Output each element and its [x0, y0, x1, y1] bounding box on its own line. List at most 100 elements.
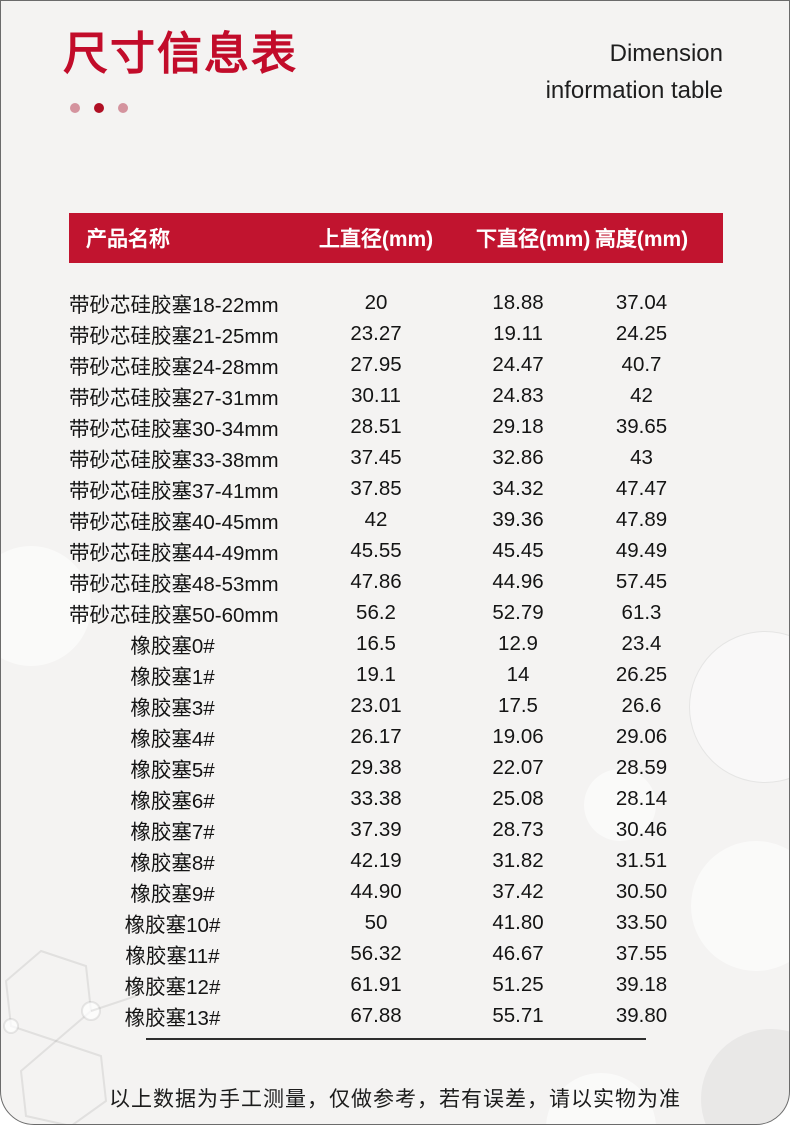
product-name-cell: 橡胶塞6# [130, 789, 215, 813]
product-name-cell: 带砂芯硅胶塞21-25mm [69, 324, 279, 348]
column-header-height: 高度(mm) [594, 228, 689, 251]
top-diameter-cell: 50 [364, 910, 388, 934]
page-title-english: Dimension information table [546, 28, 723, 109]
bottom-diameter-cell: 37.42 [492, 879, 544, 903]
bottom-diameter-cell: 45.45 [492, 538, 544, 562]
product-name-cell: 橡胶塞11# [125, 944, 220, 968]
top-diameter-cell: 33.38 [350, 786, 402, 810]
top-diameter-cell: 47.86 [350, 569, 402, 593]
top-diameter-cell: 19.1 [356, 662, 396, 686]
table-row: 带砂芯硅胶塞18-22mm 20 18.88 37.04 [69, 287, 723, 318]
height-cell: 37.04 [615, 290, 668, 314]
bottom-diameter-cell: 18.88 [492, 290, 544, 314]
top-diameter-cell: 20 [364, 290, 388, 314]
top-diameter-cell: 29.38 [350, 755, 402, 779]
height-cell: 26.6 [621, 693, 662, 717]
table-row: 橡胶塞11# 56.32 46.67 37.55 [69, 938, 723, 969]
top-diameter-cell: 28.51 [350, 414, 402, 438]
column-header-product-name: 产品名称 [86, 228, 170, 251]
table-row: 橡胶塞8# 42.19 31.82 31.51 [69, 845, 723, 876]
product-name-cell: 带砂芯硅胶塞18-22mm [69, 293, 279, 317]
table-row: 橡胶塞12# 61.91 51.25 39.18 [69, 969, 723, 1000]
product-name-cell: 带砂芯硅胶塞50-60mm [69, 603, 279, 627]
product-name-cell: 橡胶塞3# [130, 696, 215, 720]
table-row: 橡胶塞6# 33.38 25.08 28.14 [69, 783, 723, 814]
product-name-cell: 橡胶塞1# [130, 665, 215, 689]
product-name-cell: 橡胶塞5# [130, 758, 215, 782]
height-cell: 57.45 [615, 569, 668, 593]
bottom-diameter-cell: 12.9 [498, 631, 538, 655]
height-cell: 42 [630, 383, 653, 407]
height-cell: 39.65 [615, 414, 668, 438]
product-name-cell: 橡胶塞7# [130, 820, 215, 844]
height-cell: 43 [630, 445, 653, 469]
height-cell: 49.49 [615, 538, 668, 562]
bottom-diameter-cell: 25.08 [492, 786, 544, 810]
page-title-english-line1: Dimension [609, 40, 723, 67]
bottom-diameter-cell: 44.96 [492, 569, 544, 593]
top-diameter-cell: 37.39 [350, 817, 402, 841]
product-name-cell: 橡胶塞12# [124, 975, 221, 999]
top-diameter-cell: 42 [364, 507, 388, 531]
height-cell: 24.25 [615, 321, 668, 345]
title-accent-dots [70, 103, 128, 113]
top-diameter-cell: 27.95 [350, 352, 402, 376]
table-row: 橡胶塞3# 23.01 17.5 26.6 [69, 690, 723, 721]
bottom-diameter-cell: 34.32 [492, 476, 544, 500]
bottom-diameter-cell: 32.86 [492, 445, 544, 469]
masthead: 尺寸信息表 Dimension information table [63, 28, 723, 109]
column-header-top-diameter: 上直径(mm) [318, 228, 434, 251]
top-diameter-cell: 42.19 [350, 848, 402, 872]
product-name-cell: 橡胶塞9# [130, 882, 215, 906]
bottom-diameter-cell: 22.07 [492, 755, 544, 779]
bottom-diameter-cell: 24.83 [492, 383, 544, 407]
dot [118, 103, 128, 113]
height-cell: 29.06 [615, 724, 668, 748]
dot [70, 103, 80, 113]
bottom-diameter-cell: 55.71 [492, 1003, 544, 1027]
product-name-cell: 橡胶塞13# [124, 1006, 221, 1030]
column-header-bottom-diameter: 下直径(mm) [476, 228, 591, 251]
height-cell: 30.50 [615, 879, 668, 903]
table-row: 带砂芯硅胶塞48-53mm 47.86 44.96 57.45 [69, 566, 723, 597]
height-cell: 33.50 [615, 910, 668, 934]
height-cell: 28.59 [615, 755, 668, 779]
height-cell: 26.25 [615, 662, 668, 686]
bottom-diameter-cell: 19.06 [492, 724, 544, 748]
table-rows: 带砂芯硅胶塞18-22mm 20 18.88 37.04 带砂芯硅胶塞21-25… [69, 287, 723, 1031]
bottom-diameter-cell: 24.47 [492, 352, 544, 376]
footer-note: 以上数据为手工测量，仅做参考，若有误差，请以实物为准 [109, 1088, 681, 1111]
height-cell: 30.46 [615, 817, 668, 841]
top-diameter-cell: 30.11 [351, 383, 401, 407]
product-name-cell: 带砂芯硅胶塞27-31mm [69, 386, 279, 410]
top-diameter-cell: 16.5 [356, 631, 396, 655]
height-cell: 40.7 [621, 352, 662, 376]
table-header-row: 产品名称 上直径(mm) 下直径(mm) 高度(mm) [69, 213, 723, 263]
top-diameter-cell: 26.17 [350, 724, 402, 748]
bottom-diameter-cell: 39.36 [492, 507, 544, 531]
bottom-diameter-cell: 41.80 [492, 910, 544, 934]
product-name-cell: 带砂芯硅胶塞30-34mm [69, 417, 279, 441]
table-row: 橡胶塞7# 37.39 28.73 30.46 [69, 814, 723, 845]
table-row: 带砂芯硅胶塞27-31mm 30.11 24.83 42 [69, 380, 723, 411]
top-diameter-cell: 45.55 [350, 538, 402, 562]
top-diameter-cell: 61.91 [350, 972, 402, 996]
table-row: 橡胶塞9# 44.90 37.42 30.50 [69, 876, 723, 907]
height-cell: 28.14 [615, 786, 668, 810]
table-row: 带砂芯硅胶塞30-34mm 28.51 29.18 39.65 [69, 411, 723, 442]
bottom-diameter-cell: 46.67 [492, 941, 544, 965]
bottom-diameter-cell: 17.5 [498, 693, 538, 717]
table-row: 带砂芯硅胶塞44-49mm 45.55 45.45 49.49 [69, 535, 723, 566]
table-row: 带砂芯硅胶塞50-60mm 56.2 52.79 61.3 [69, 597, 723, 628]
table-row: 带砂芯硅胶塞33-38mm 37.45 32.86 43 [69, 442, 723, 473]
top-diameter-cell: 56.2 [356, 600, 396, 624]
product-name-cell: 带砂芯硅胶塞48-53mm [69, 572, 279, 596]
height-cell: 31.51 [615, 848, 668, 872]
product-name-cell: 带砂芯硅胶塞44-49mm [69, 541, 279, 565]
bottom-diameter-cell: 19.11 [493, 321, 543, 345]
height-cell: 47.89 [615, 507, 668, 531]
height-cell: 47.47 [615, 476, 668, 500]
table-row: 橡胶塞4# 26.17 19.06 29.06 [69, 721, 723, 752]
bottom-diameter-cell: 28.73 [492, 817, 544, 841]
product-name-cell: 橡胶塞0# [130, 634, 215, 658]
